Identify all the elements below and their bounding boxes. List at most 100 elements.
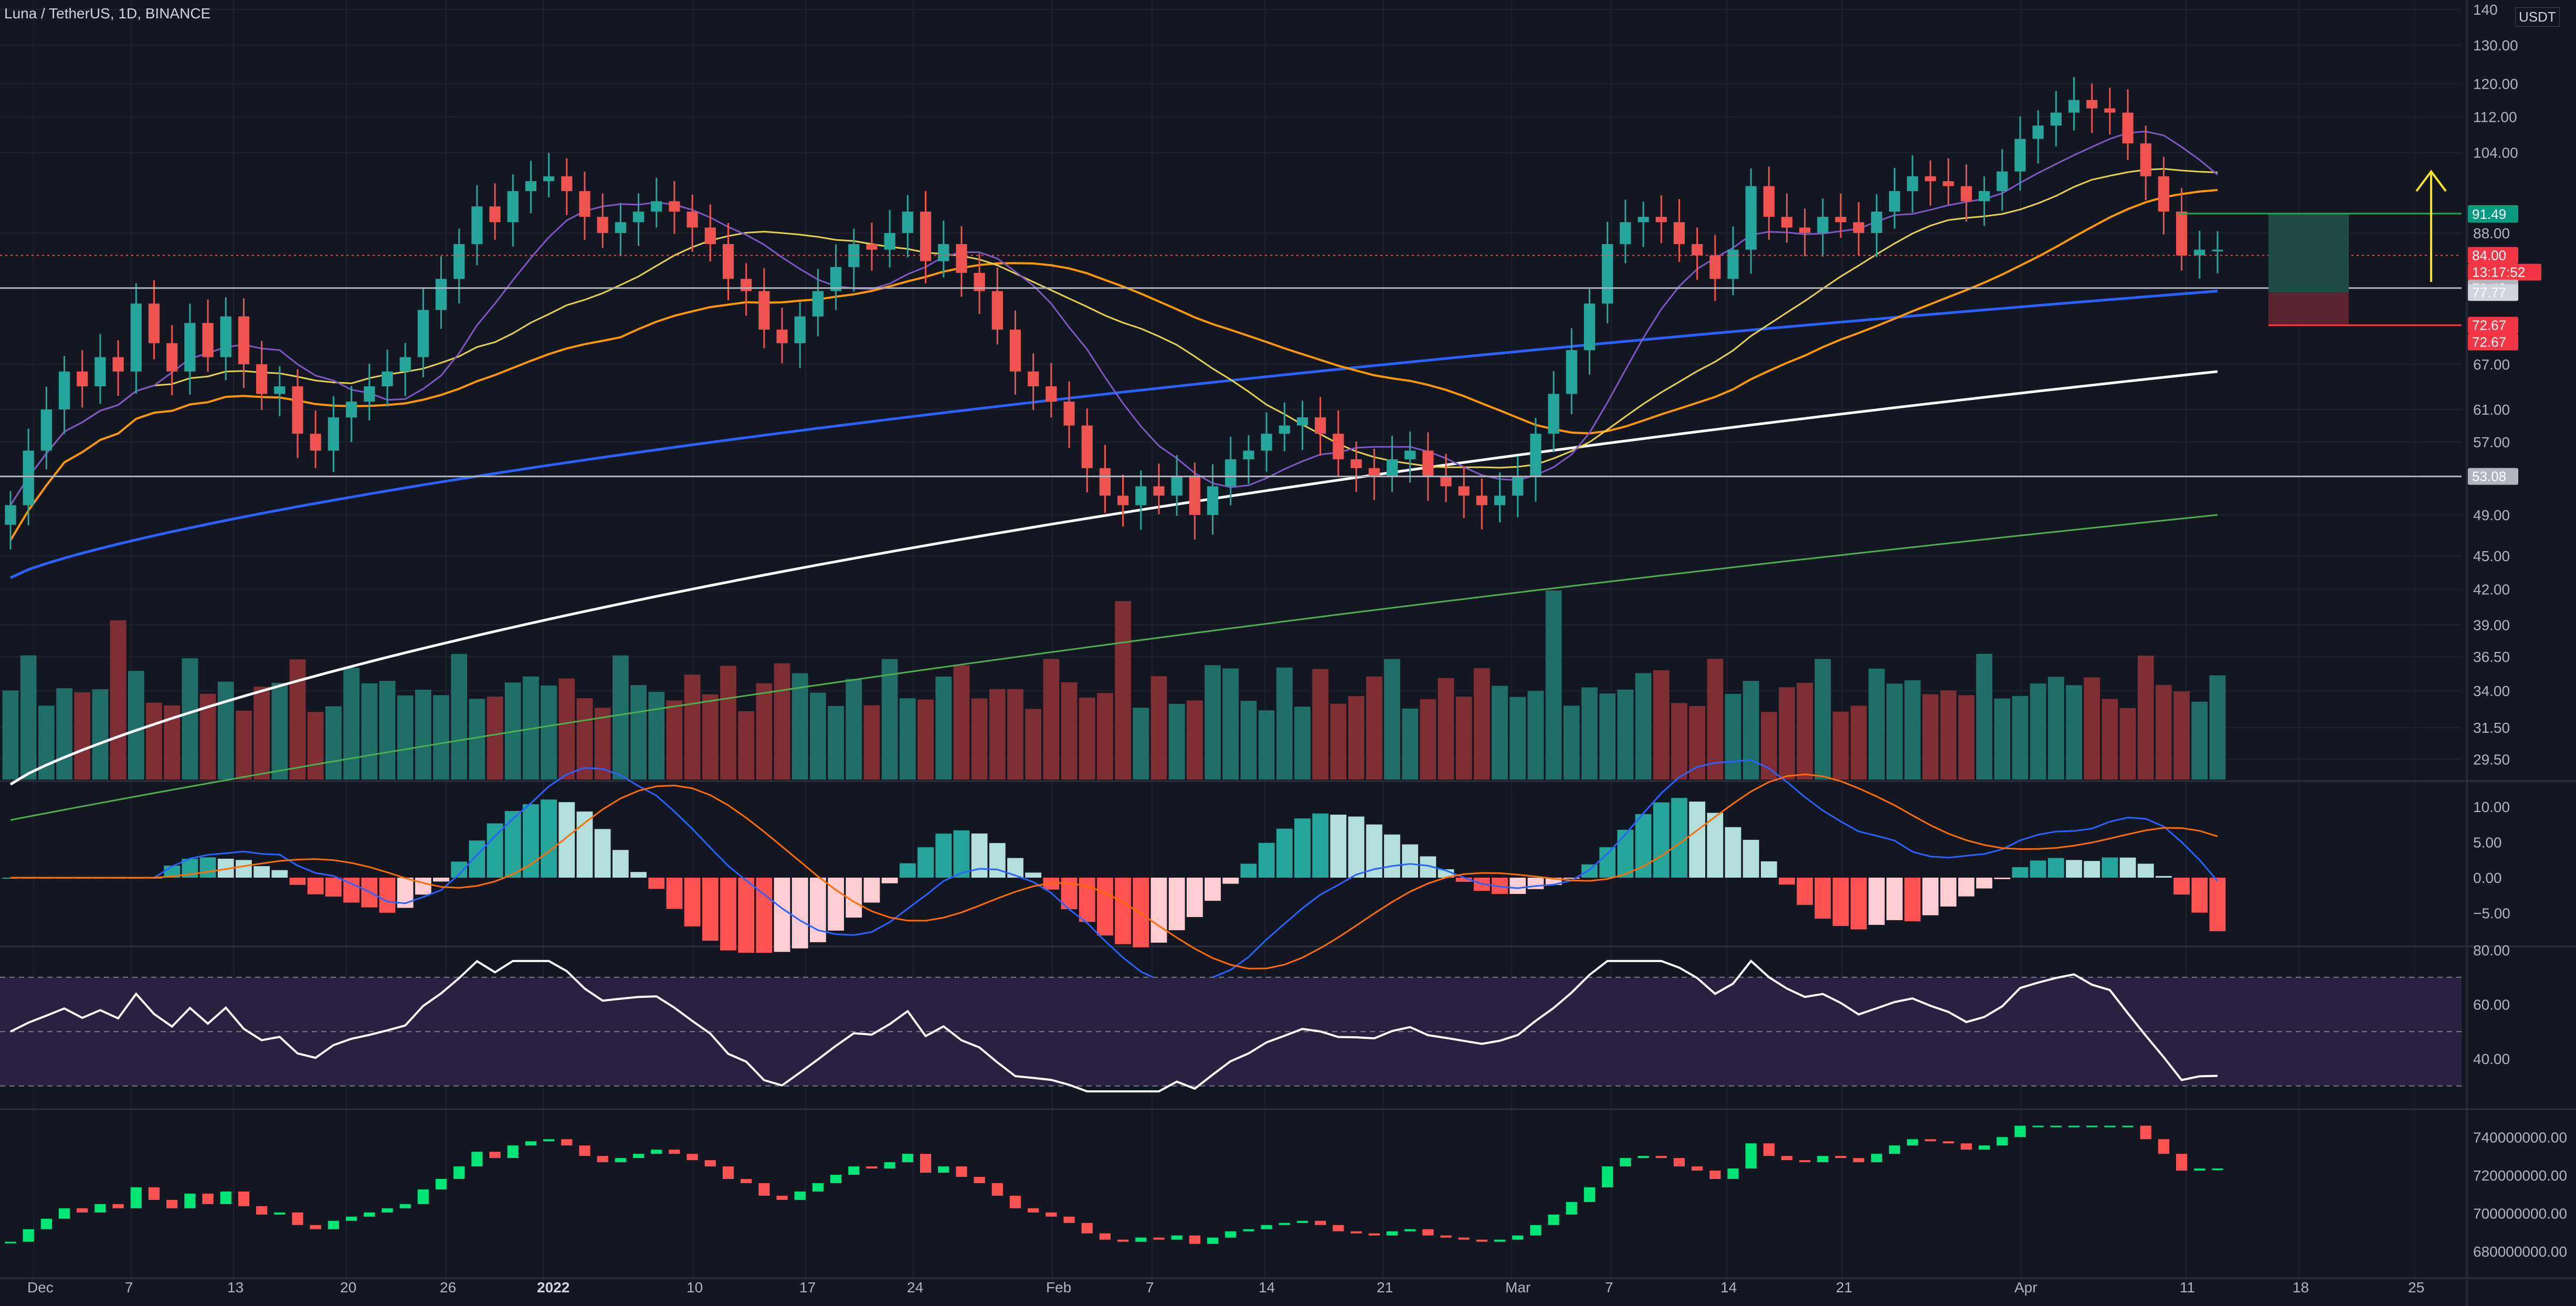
volume-bar	[2209, 675, 2226, 780]
candle-body	[328, 417, 339, 451]
macd-histogram-bar	[1725, 827, 1741, 878]
candle-body	[2086, 100, 2098, 109]
obv-candle	[489, 1152, 501, 1158]
obv-candle	[884, 1162, 895, 1169]
candle-body	[1997, 171, 2008, 192]
obv-candle	[1620, 1158, 1631, 1167]
macd-histogram-bar	[1133, 878, 1149, 947]
volume-bar	[254, 687, 270, 780]
volume-bar	[1276, 667, 1293, 780]
obv-axis-tick: 680000000.00	[2473, 1244, 2567, 1260]
candle-body	[884, 233, 895, 250]
price-axis-tick: 67.00	[2473, 356, 2510, 373]
volume-bar	[1527, 691, 1544, 780]
price-label-bg	[2468, 317, 2518, 334]
price-axis-tick: 29.50	[2473, 751, 2510, 767]
candle-body	[794, 316, 806, 343]
candle-body	[1350, 459, 1362, 468]
macd-histogram-bar	[1348, 816, 1365, 878]
volume-bar	[236, 710, 252, 780]
volume-bar	[2047, 677, 2064, 780]
candle-body	[1422, 450, 1434, 477]
obv-candle	[2140, 1125, 2151, 1140]
obv-candle	[1727, 1168, 1739, 1179]
volume-bar	[20, 655, 37, 780]
obv-candle	[1386, 1231, 1398, 1236]
price-axis-tick: 31.50	[2473, 720, 2510, 736]
obv-candle	[130, 1187, 142, 1208]
volume-bar	[738, 711, 755, 780]
candle-body	[687, 212, 698, 228]
candle-body	[1620, 222, 1631, 244]
candle-body	[1889, 191, 1901, 212]
price-axis-tick: 45.00	[2473, 548, 2510, 564]
volume-bar	[379, 681, 396, 780]
obv-candle	[58, 1208, 70, 1219]
candle-body	[2212, 249, 2223, 251]
macd-histogram-bar	[2173, 878, 2190, 895]
obv-candle	[1440, 1235, 1452, 1238]
volume-bar	[1545, 591, 1562, 780]
volume-bar	[1061, 682, 1078, 780]
rsi-axis-tick: 60.00	[2473, 997, 2510, 1013]
ma-9-line	[9, 130, 2218, 506]
candle-body	[166, 343, 178, 372]
volume-bar	[702, 694, 719, 780]
price-label: 77.77	[2468, 284, 2518, 301]
volume-bar	[361, 683, 378, 780]
candle-body	[23, 450, 34, 505]
macd-histogram-bar	[1115, 878, 1131, 944]
candle-body	[1691, 244, 1703, 256]
candle-body	[1709, 255, 1721, 279]
volume-bar	[917, 699, 934, 780]
candle-body	[1871, 212, 1883, 233]
volume-bar	[1222, 668, 1239, 780]
price-label: 91.49	[2468, 206, 2518, 223]
obv-candle	[2050, 1125, 2062, 1128]
obv-candle	[1871, 1154, 1883, 1163]
candle-body	[704, 227, 716, 244]
macd-histogram-bar	[2119, 857, 2136, 878]
candle-body	[741, 279, 752, 291]
volume-bar	[576, 698, 593, 780]
candle-body	[1942, 181, 1954, 186]
volume-bar	[1886, 683, 1903, 780]
volume-bar	[558, 678, 575, 780]
obv-candle	[669, 1150, 680, 1154]
obv-candle	[1673, 1158, 1685, 1167]
candle-body	[364, 386, 375, 402]
time-axis-tick: 17	[799, 1279, 816, 1296]
macd-histogram-bar	[325, 878, 342, 897]
obv-candle	[1207, 1237, 1219, 1244]
candle-body	[902, 212, 913, 233]
obv-candle	[77, 1208, 88, 1213]
obv-candle	[1404, 1229, 1416, 1231]
currency-badge[interactable]: USDT	[2515, 7, 2560, 27]
volume-bar	[1420, 699, 1437, 780]
macd-histogram-bar	[1707, 813, 1724, 878]
volume-bar	[1653, 670, 1670, 780]
macd-histogram-bar	[612, 850, 629, 878]
volume-bar	[1563, 705, 1580, 780]
rsi-line	[10, 959, 2218, 1093]
target-zone	[2268, 213, 2349, 293]
volume-bar	[541, 685, 557, 780]
arrow-head-icon	[2415, 170, 2447, 192]
obv-candle	[166, 1199, 178, 1208]
volume-bar	[863, 705, 880, 780]
macd-histogram-bar	[469, 840, 485, 878]
obv-candle	[220, 1191, 231, 1204]
candle-body	[1296, 417, 1308, 426]
candle-body	[579, 191, 590, 217]
obv-candle	[525, 1141, 537, 1146]
symbol-title: Luna / TetherUS, 1D, BINANCE	[4, 5, 211, 22]
obv-candle	[2122, 1125, 2134, 1128]
volume-bar	[1366, 676, 1382, 780]
volume-bar	[1330, 703, 1347, 780]
obv-candle	[1171, 1235, 1183, 1240]
price-label-text: 72.67	[2472, 334, 2506, 350]
obv-candle	[2086, 1125, 2098, 1128]
obv-candle	[1063, 1216, 1075, 1223]
price-axis-tick: 130.00	[2473, 37, 2518, 54]
